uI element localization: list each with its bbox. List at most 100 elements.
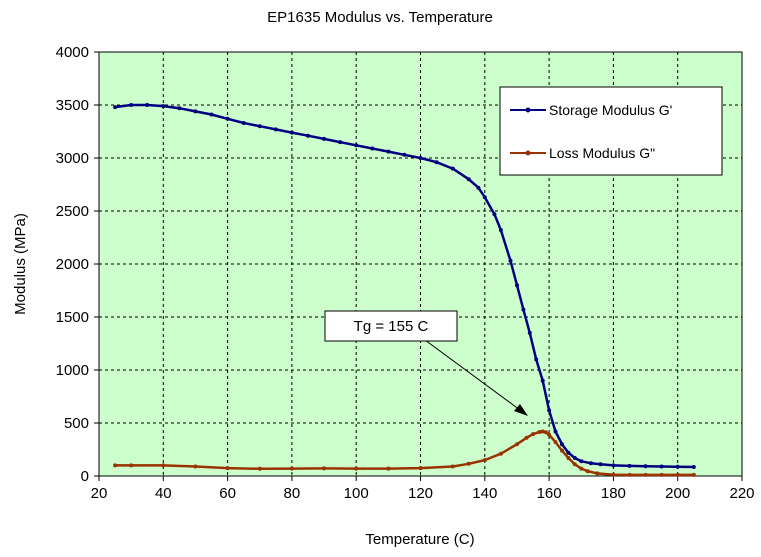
data-point bbox=[257, 124, 262, 129]
data-point bbox=[434, 160, 439, 165]
data-point bbox=[537, 430, 542, 434]
data-point bbox=[492, 212, 497, 217]
x-axis-label: Temperature (C) bbox=[365, 531, 474, 548]
data-point bbox=[611, 472, 616, 477]
y-tick-label: 3000 bbox=[56, 150, 89, 167]
data-point bbox=[113, 105, 118, 110]
data-point bbox=[450, 464, 455, 469]
data-point bbox=[691, 472, 696, 477]
data-point bbox=[579, 466, 584, 471]
data-point bbox=[354, 143, 359, 148]
data-point bbox=[659, 464, 664, 469]
data-point bbox=[540, 429, 545, 434]
data-point bbox=[482, 458, 487, 463]
y-tick-label: 2000 bbox=[56, 256, 89, 273]
data-point bbox=[225, 466, 230, 471]
annotation-text: Tg = 155 C bbox=[354, 318, 429, 335]
data-point bbox=[527, 330, 532, 335]
data-point bbox=[193, 109, 198, 114]
data-point bbox=[498, 228, 503, 233]
data-point bbox=[659, 472, 664, 477]
x-tick-labels: 20 40 60 80 100 120 140 160 180 200 220 bbox=[91, 485, 755, 502]
legend-box bbox=[499, 86, 723, 176]
data-point bbox=[482, 195, 487, 200]
y-tick-label: 2500 bbox=[56, 203, 89, 220]
data-point bbox=[370, 146, 375, 151]
annotation-box bbox=[324, 310, 458, 342]
data-point bbox=[585, 469, 590, 474]
data-point bbox=[560, 442, 564, 447]
x-tick-label: 220 bbox=[729, 485, 754, 502]
data-point bbox=[161, 463, 166, 468]
y-tick-label: 500 bbox=[64, 415, 89, 432]
y-tick-labels: 0 500 1000 1500 2000 2500 3000 3500 4000 bbox=[56, 44, 89, 485]
data-point bbox=[193, 464, 198, 469]
data-point bbox=[643, 472, 648, 477]
data-point bbox=[540, 378, 545, 383]
data-point bbox=[161, 104, 166, 109]
data-point bbox=[547, 408, 552, 413]
data-point bbox=[145, 103, 150, 107]
data-point bbox=[466, 461, 471, 466]
data-point bbox=[177, 106, 182, 111]
x-tick-label: 200 bbox=[665, 485, 690, 502]
data-point bbox=[598, 462, 603, 467]
data-point bbox=[588, 461, 593, 466]
data-point bbox=[543, 430, 548, 435]
legend-label-storage: Storage Modulus G' bbox=[549, 102, 672, 118]
y-axis-label: Modulus (MPa) bbox=[12, 213, 29, 315]
data-point bbox=[338, 140, 343, 145]
data-point bbox=[547, 432, 552, 437]
data-point bbox=[521, 307, 526, 312]
x-tick-label: 20 bbox=[91, 485, 108, 502]
x-tick-label: 40 bbox=[155, 485, 172, 502]
x-tick-label: 80 bbox=[284, 485, 301, 502]
data-point bbox=[289, 466, 294, 471]
storage-modulus-series bbox=[113, 103, 696, 469]
data-point bbox=[643, 464, 648, 469]
x-tick-label: 100 bbox=[344, 485, 369, 502]
legend-marker-loss bbox=[525, 150, 531, 156]
data-point bbox=[289, 130, 294, 135]
chart-title: EP1635 Modulus vs. Temperature bbox=[267, 9, 493, 26]
legend: Storage Modulus G' Loss Modulus G" bbox=[499, 86, 723, 176]
x-tick-label: 180 bbox=[601, 485, 626, 502]
data-point bbox=[560, 448, 564, 453]
data-point bbox=[354, 466, 359, 471]
data-point bbox=[306, 133, 310, 138]
y-tick-label: 1000 bbox=[56, 362, 89, 379]
data-point bbox=[534, 357, 539, 362]
data-point bbox=[508, 258, 513, 263]
data-point bbox=[476, 185, 481, 190]
annotation-arrow bbox=[424, 339, 521, 411]
series-lines bbox=[113, 103, 696, 477]
data-point bbox=[322, 466, 326, 471]
loss-modulus-series bbox=[113, 429, 696, 477]
y-tick-label: 4000 bbox=[56, 44, 89, 61]
y-tick-label: 1500 bbox=[56, 309, 89, 326]
data-point bbox=[113, 463, 118, 468]
data-point bbox=[450, 166, 455, 171]
data-point bbox=[566, 450, 571, 455]
data-point bbox=[225, 116, 230, 121]
data-point bbox=[572, 462, 577, 467]
y-tick-label: 3500 bbox=[56, 97, 89, 114]
data-point bbox=[675, 472, 680, 477]
data-point bbox=[129, 463, 134, 468]
data-point bbox=[691, 465, 696, 469]
data-point bbox=[402, 152, 407, 157]
data-point bbox=[553, 429, 558, 434]
annotation-arrowhead bbox=[514, 404, 528, 416]
x-tick-label: 60 bbox=[219, 485, 236, 502]
data-point bbox=[579, 459, 584, 464]
data-point bbox=[273, 127, 278, 132]
y-tick-label: 0 bbox=[81, 468, 89, 485]
data-point bbox=[466, 177, 471, 182]
data-point bbox=[553, 440, 558, 445]
legend-marker-storage bbox=[525, 107, 531, 113]
data-point bbox=[595, 471, 600, 476]
data-point bbox=[675, 464, 680, 469]
x-tick-label: 140 bbox=[472, 485, 497, 502]
data-point bbox=[572, 456, 577, 460]
data-point bbox=[386, 149, 391, 154]
